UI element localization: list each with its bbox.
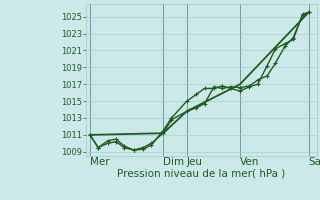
- X-axis label: Pression niveau de la mer( hPa ): Pression niveau de la mer( hPa ): [117, 169, 286, 179]
